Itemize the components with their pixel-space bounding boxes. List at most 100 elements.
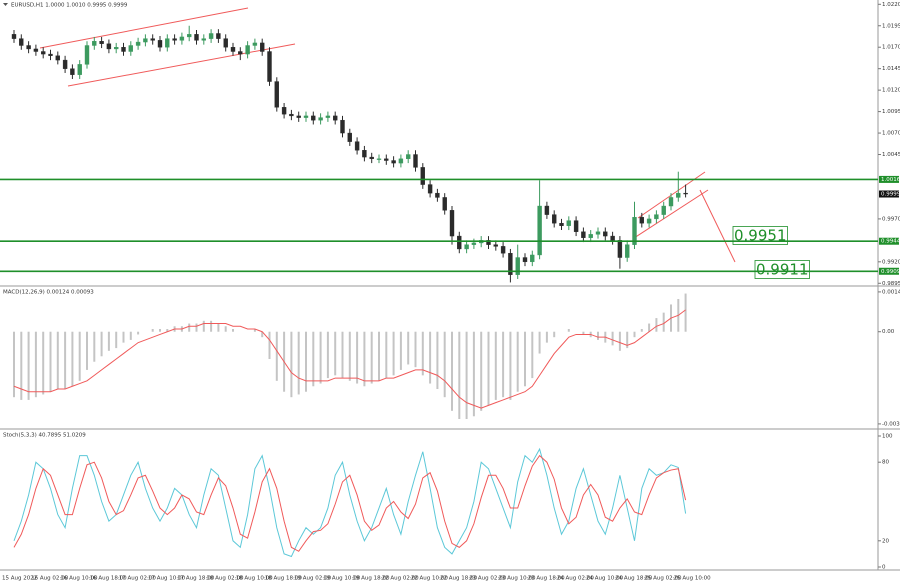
x-tick-label: 19 Aug 18:00 bbox=[352, 576, 390, 582]
candle-body bbox=[391, 160, 396, 164]
candle-body bbox=[55, 55, 60, 61]
y-tick-label: 1.0095 bbox=[882, 109, 900, 115]
candle-body bbox=[683, 192, 688, 195]
x-tick-label: 23 Aug 02:00 bbox=[469, 576, 507, 582]
candle-body bbox=[70, 68, 75, 75]
y-tick-label: 0 bbox=[882, 565, 886, 571]
candle-body bbox=[252, 42, 258, 46]
symbol-icon bbox=[3, 3, 8, 6]
macd-bar bbox=[224, 326, 227, 332]
channel-line bbox=[39, 7, 249, 49]
macd-bar bbox=[385, 331, 388, 379]
macd-bar bbox=[443, 331, 446, 398]
x-tick-label: 17 Aug 02:00 bbox=[119, 576, 157, 582]
candle-body bbox=[449, 210, 455, 237]
macd-bar bbox=[210, 320, 213, 332]
macd-bar bbox=[531, 331, 534, 379]
macd-bar bbox=[334, 331, 337, 376]
level-label-box bbox=[879, 237, 899, 245]
stoch-line bbox=[13, 447, 687, 558]
macd-bar bbox=[341, 331, 344, 379]
macd-bar bbox=[597, 331, 599, 340]
level-label-box bbox=[879, 267, 899, 275]
x-tick-label: 16 Aug 18:00 bbox=[90, 576, 128, 582]
candle-body bbox=[559, 222, 564, 226]
macd-bar bbox=[545, 331, 548, 343]
macd-bar bbox=[414, 331, 417, 368]
macd-bar bbox=[451, 331, 453, 411]
chart-title: EURUSD,H1 1.0000 1.0010 0.9995 0.9999 bbox=[11, 3, 128, 9]
macd-bar bbox=[480, 331, 483, 411]
current-price-label: 0.9999 bbox=[881, 192, 900, 198]
candle-body bbox=[165, 38, 170, 48]
candle-body bbox=[464, 244, 469, 250]
macd-bar bbox=[640, 329, 643, 332]
macd-bar bbox=[429, 331, 432, 384]
candle-body bbox=[281, 107, 287, 115]
macd-bar bbox=[399, 331, 402, 370]
y-tick-label: 1.0170 bbox=[882, 45, 900, 51]
candle-body bbox=[442, 197, 447, 211]
y-tick-label: 1.0220 bbox=[882, 2, 900, 8]
macd-bar bbox=[356, 331, 359, 384]
macd-bar bbox=[290, 331, 293, 398]
candle-body bbox=[508, 253, 513, 275]
candle-body bbox=[676, 192, 681, 198]
x-tick-label: 18 Aug 10:00 bbox=[236, 576, 274, 582]
candle-body bbox=[668, 197, 674, 207]
macd-bar bbox=[326, 331, 329, 379]
macd-bar bbox=[582, 331, 585, 335]
x-tick-label: 24 Aug 10:00 bbox=[586, 576, 624, 582]
candle-body bbox=[646, 218, 652, 224]
x-tick-label: 22 Aug 18:00 bbox=[440, 576, 478, 582]
macd-bar bbox=[93, 331, 96, 362]
candle-body bbox=[581, 231, 586, 238]
candle-body bbox=[420, 167, 425, 185]
y-tick-label: 0.00 bbox=[882, 329, 895, 335]
macd-title: MACD(12,26,9) 0.00124 0.00093 bbox=[3, 290, 94, 296]
annotation-box bbox=[754, 260, 810, 279]
candle-body bbox=[84, 45, 90, 65]
candle-body bbox=[113, 47, 119, 50]
y-tick-label: 20 bbox=[882, 538, 889, 544]
macd-bar bbox=[538, 331, 541, 354]
candle-body bbox=[369, 156, 374, 160]
macd-bar bbox=[567, 329, 570, 332]
stoch-line bbox=[13, 454, 687, 552]
level-label: 0.9909 bbox=[881, 269, 900, 275]
candle-body bbox=[544, 205, 550, 215]
macd-bar bbox=[487, 331, 490, 406]
macd-bar bbox=[648, 323, 651, 332]
candle-body bbox=[41, 51, 46, 55]
macd-bar bbox=[64, 331, 67, 389]
candle-body bbox=[398, 158, 404, 164]
macd-bar bbox=[217, 323, 220, 332]
candle-body bbox=[603, 231, 608, 237]
macd-bar bbox=[684, 293, 687, 332]
macd-bar bbox=[553, 331, 556, 338]
y-tick-label: -0.00338 bbox=[882, 421, 900, 427]
current-price-box bbox=[879, 190, 899, 198]
macd-bar bbox=[107, 331, 110, 351]
candle-body bbox=[457, 235, 462, 250]
macd-bar bbox=[13, 331, 15, 398]
candle-body bbox=[260, 42, 265, 52]
macd-bar bbox=[253, 329, 256, 332]
macd-bar bbox=[27, 331, 30, 400]
candle-body bbox=[435, 192, 440, 198]
candle-body bbox=[48, 53, 53, 56]
macd-bar bbox=[261, 331, 264, 338]
x-tick-label: 18 Aug 02:00 bbox=[206, 576, 244, 582]
x-tick-label: 18 Aug 18:00 bbox=[265, 576, 303, 582]
candle-body bbox=[245, 45, 250, 55]
candle-body bbox=[354, 141, 360, 151]
candle-body bbox=[566, 220, 571, 226]
macd-bar bbox=[151, 329, 154, 332]
candle-body bbox=[537, 205, 542, 256]
x-tick-label: 17 Aug 10:00 bbox=[148, 576, 186, 582]
candle-body bbox=[62, 59, 68, 69]
macd-bar bbox=[122, 331, 125, 343]
candle-body bbox=[427, 184, 433, 194]
macd-bar bbox=[618, 331, 621, 351]
